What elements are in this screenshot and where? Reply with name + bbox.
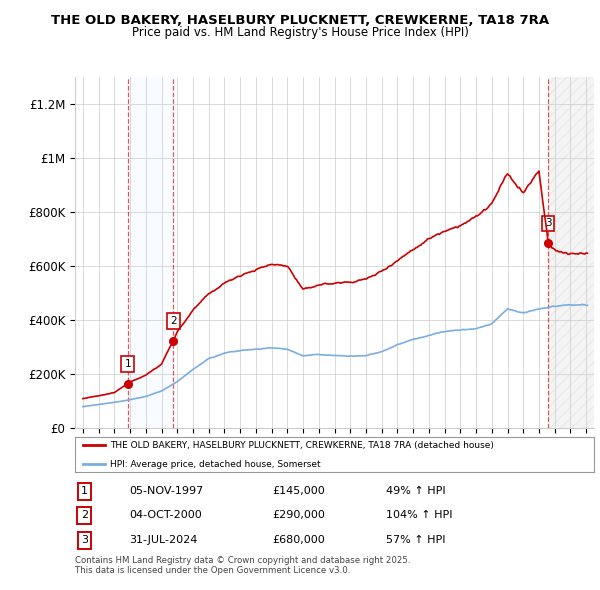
Text: 3: 3 [81, 535, 88, 545]
Text: 2: 2 [170, 316, 176, 326]
Text: 3: 3 [545, 218, 551, 228]
Text: 104% ↑ HPI: 104% ↑ HPI [386, 510, 453, 520]
Text: 05-NOV-1997: 05-NOV-1997 [130, 486, 204, 496]
Text: 57% ↑ HPI: 57% ↑ HPI [386, 535, 446, 545]
Bar [128, 77, 173, 428]
Text: 31-JUL-2024: 31-JUL-2024 [130, 535, 198, 545]
Text: Price paid vs. HM Land Registry's House Price Index (HPI): Price paid vs. HM Land Registry's House … [131, 26, 469, 39]
Text: THE OLD BAKERY, HASELBURY PLUCKNETT, CREWKERNE, TA18 7RA (detached house): THE OLD BAKERY, HASELBURY PLUCKNETT, CRE… [110, 441, 494, 450]
Text: £145,000: £145,000 [272, 486, 325, 496]
Text: 1: 1 [81, 486, 88, 496]
Text: THE OLD BAKERY, HASELBURY PLUCKNETT, CREWKERNE, TA18 7RA: THE OLD BAKERY, HASELBURY PLUCKNETT, CRE… [51, 14, 549, 27]
Text: 49% ↑ HPI: 49% ↑ HPI [386, 486, 446, 496]
Text: 2: 2 [81, 510, 88, 520]
Text: £290,000: £290,000 [272, 510, 325, 520]
Bar [548, 77, 594, 428]
Text: HPI: Average price, detached house, Somerset: HPI: Average price, detached house, Some… [110, 460, 321, 468]
Text: 1: 1 [124, 359, 131, 369]
Text: Contains HM Land Registry data © Crown copyright and database right 2025.
This d: Contains HM Land Registry data © Crown c… [75, 556, 410, 575]
Text: £680,000: £680,000 [272, 535, 325, 545]
Text: 04-OCT-2000: 04-OCT-2000 [130, 510, 202, 520]
